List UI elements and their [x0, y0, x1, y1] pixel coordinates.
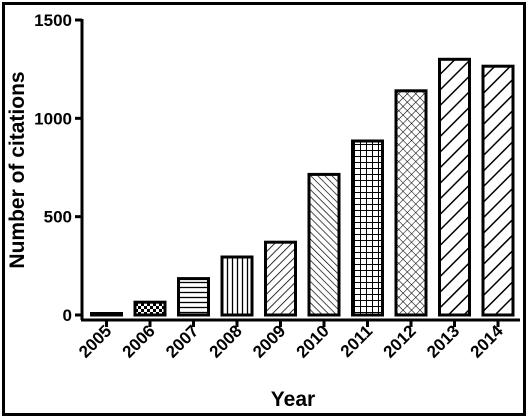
y-tick-label-0: 0 — [63, 306, 72, 325]
x-axis-title: Year — [271, 388, 315, 411]
x-tick-label-2011: 2011 — [337, 321, 377, 361]
x-tick-label-2012: 2012 — [380, 321, 420, 361]
x-tick-label-2007: 2007 — [162, 321, 202, 361]
y-tick-label-1500: 1500 — [34, 11, 72, 30]
x-tick-label-2008: 2008 — [206, 321, 246, 361]
x-tick-label-2006: 2006 — [119, 321, 159, 361]
bar-2013 — [438, 57, 471, 317]
bar-2014 — [481, 64, 515, 317]
bar-2007 — [177, 277, 210, 317]
bar-2012 — [394, 89, 428, 317]
bar-2011 — [351, 139, 384, 317]
x-tick-label-2010: 2010 — [293, 321, 333, 361]
bar-2010 — [307, 172, 341, 317]
y-tick-label-1000: 1000 — [34, 109, 72, 128]
bar-2008 — [220, 255, 254, 317]
bar-2009 — [264, 240, 297, 317]
y-tick-label-500: 500 — [44, 208, 72, 227]
bar-2006 — [133, 300, 167, 317]
x-tick-label-2005: 2005 — [75, 321, 115, 361]
bar-2005 — [90, 312, 123, 317]
bars-group — [90, 57, 515, 317]
axes-group — [75, 18, 520, 327]
x-tick-label-2009: 2009 — [249, 321, 289, 361]
x-tick-label-2014: 2014 — [467, 321, 508, 362]
x-tick-label-2013: 2013 — [423, 321, 463, 361]
y-axis-title: Number of citations — [6, 71, 29, 268]
